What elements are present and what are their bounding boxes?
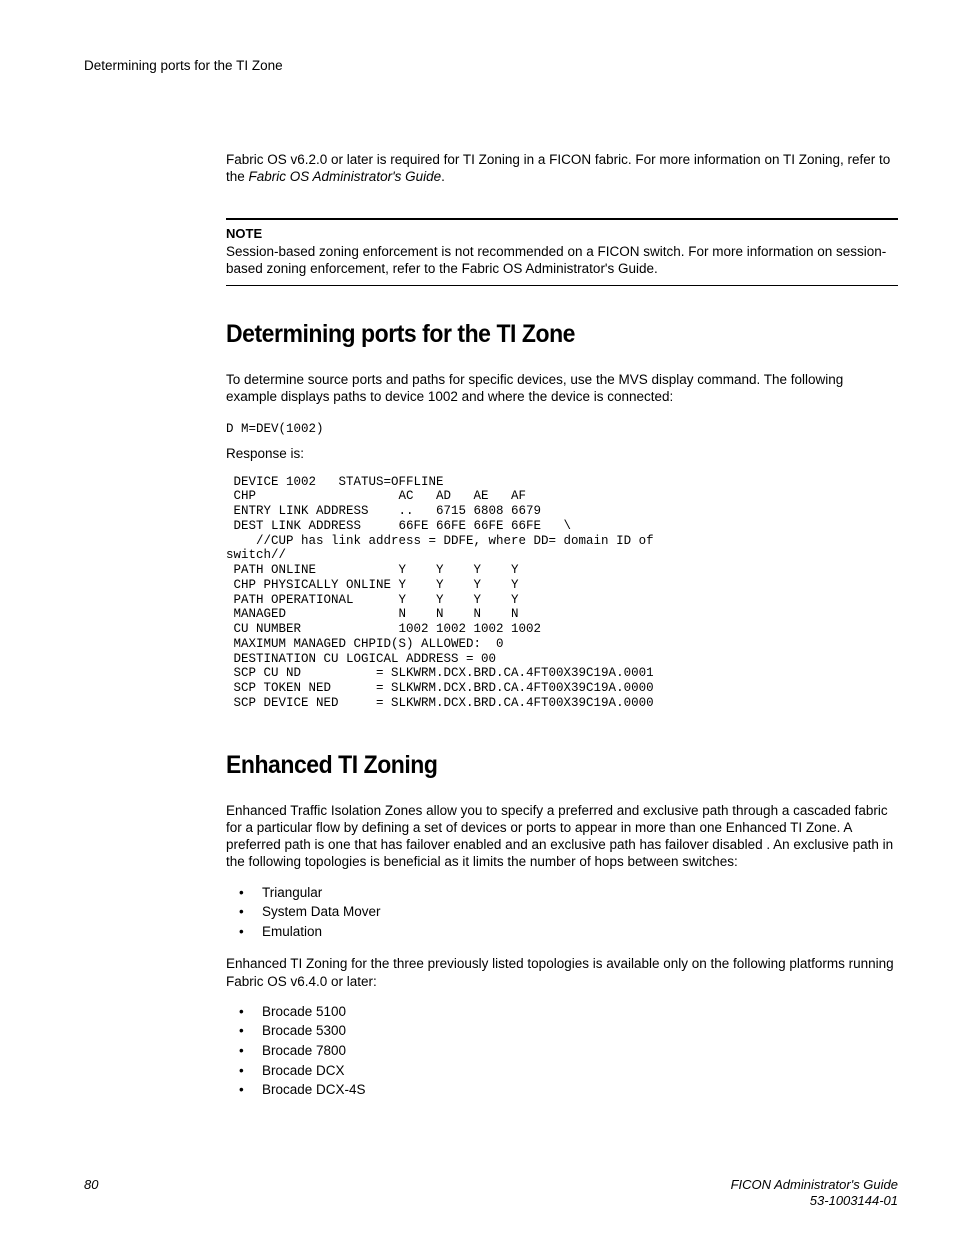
footer-guide-title: FICON Administrator's Guide [731, 1177, 898, 1192]
section2-heading: Enhanced TI Zoning [226, 751, 844, 780]
intro-text-b: . [441, 169, 445, 184]
note-block: NOTE Session-based zoning enforcement is… [226, 218, 898, 287]
response-label: Response is: [226, 446, 898, 461]
intro-text-italic: Fabric OS Administrator's Guide [249, 169, 442, 184]
section1-codeblock: DEVICE 1002 STATUS=OFFLINE CHP AC AD AE … [226, 475, 898, 711]
section2-para2: Enhanced TI Zoning for the three previou… [226, 955, 898, 990]
intro-paragraph: Fabric OS v6.2.0 or later is required fo… [226, 151, 898, 186]
section2-list1: Triangular System Data Mover Emulation [226, 883, 898, 942]
footer-guide: FICON Administrator's Guide 53-1003144-0… [731, 1177, 898, 1210]
list-item: Brocade 5100 [226, 1002, 898, 1022]
note-label: NOTE [226, 226, 898, 241]
section1-heading: Determining ports for the TI Zone [226, 320, 844, 349]
page-footer: 80 FICON Administrator's Guide 53-100314… [84, 1177, 898, 1210]
list-item: Emulation [226, 922, 898, 942]
running-header: Determining ports for the TI Zone [84, 58, 898, 73]
list-item: Triangular [226, 883, 898, 903]
list-item: Brocade DCX-4S [226, 1080, 898, 1100]
section2-list2: Brocade 5100 Brocade 5300 Brocade 7800 B… [226, 1002, 898, 1100]
list-item: Brocade DCX [226, 1061, 898, 1081]
section2-para1: Enhanced Traffic Isolation Zones allow y… [226, 802, 898, 871]
list-item: System Data Mover [226, 902, 898, 922]
list-item: Brocade 5300 [226, 1021, 898, 1041]
note-text: Session-based zoning enforcement is not … [226, 243, 898, 278]
section1-command: D M=DEV(1002) [226, 422, 898, 436]
list-item: Brocade 7800 [226, 1041, 898, 1061]
footer-docnum: 53-1003144-01 [810, 1193, 898, 1208]
page-content: Fabric OS v6.2.0 or later is required fo… [226, 151, 898, 1100]
page-number: 80 [84, 1177, 98, 1192]
section1-para: To determine source ports and paths for … [226, 371, 898, 406]
